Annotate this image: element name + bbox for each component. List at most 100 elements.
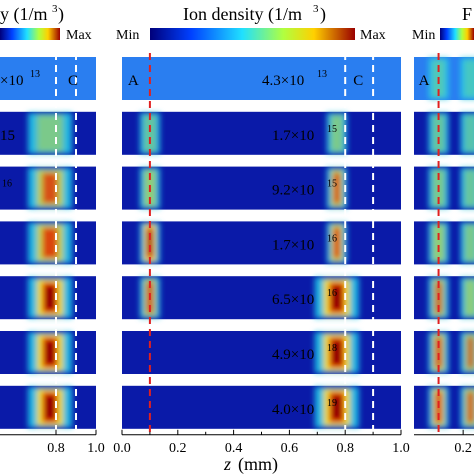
left-x-axis: 0.8 1.0 (0, 429, 105, 456)
row-label-mantissa: 4.3×10 (262, 73, 304, 89)
middle-colorbar: Min Max (116, 28, 386, 43)
row-label-mantissa: 1.7×10 (272, 128, 314, 144)
left-hotspot (28, 167, 72, 209)
middle-row-7 (122, 385, 401, 429)
row-label-mantissa: 6.5×10 (272, 292, 314, 308)
x-axis-label-unit: (mm) (238, 454, 278, 474)
middle-row-6 (122, 331, 401, 374)
right-hotspot (460, 167, 474, 209)
middle-panel-title: Ion density (1/m 3 ) (183, 3, 326, 25)
left-colorbar: Max (0, 28, 92, 43)
left-row-label-text: 15 (0, 128, 15, 144)
left-hotspot (28, 277, 72, 319)
left-panel-title: y (1/m 3 ) (0, 3, 64, 25)
left-colorbar-max: Max (66, 28, 92, 43)
right-row-6 (414, 331, 474, 374)
middle-colorbar-max: Max (360, 28, 386, 43)
right-colorbar: Min (412, 28, 474, 43)
middle-heatmap-rows: 4.3×10 13 1.7×10 15 9.2×10 15 1.7×10 16 6.5×10 16… (122, 57, 401, 429)
left-x-axis-tick-label: 1.0 (87, 441, 105, 456)
row-label-mantissa: 9.2×10 (272, 183, 314, 199)
middle-row-background (122, 111, 401, 155)
middle-x-axis-tick-label: 0.2 (169, 441, 187, 456)
middle-marker-label-c: C (353, 73, 363, 89)
right-hotspot (460, 386, 474, 428)
right-hotspot (460, 58, 474, 99)
left-title-superscript: 3 (52, 3, 58, 15)
right-hotspot (428, 112, 449, 154)
left-row-5 (0, 276, 96, 320)
row-label-exponent: 15 (327, 124, 337, 135)
middle-row-background (122, 276, 401, 320)
middle-hotspot (314, 332, 359, 373)
middle-row-background (122, 221, 401, 265)
middle-hotspot (139, 112, 160, 154)
middle-marker-label-a: A (128, 73, 139, 89)
right-hotspot (460, 332, 474, 373)
left-row-3 (0, 166, 96, 210)
right-colorbar-min: Min (412, 28, 435, 43)
left-marker-label-c: C (68, 73, 78, 89)
middle-row-5 (122, 276, 401, 320)
right-hotspot (460, 112, 474, 154)
middle-colorbar-gradient (150, 28, 355, 40)
left-row-label-3: 16 (2, 179, 12, 190)
row-label-1: 4.3×10 13 (262, 69, 327, 89)
right-row-5 (414, 276, 474, 320)
left-row-label-exponent: 13 (30, 69, 40, 80)
left-title-text: y (1/m (0, 4, 48, 25)
middle-hotspot (326, 222, 347, 264)
left-row-7 (0, 385, 96, 429)
right-x-axis: 0.2 (414, 429, 474, 456)
row-label-5: 6.5×10 16 (272, 288, 337, 308)
left-row-6 (0, 331, 96, 374)
middle-row-background (122, 57, 401, 100)
row-label-4: 1.7×10 16 (272, 233, 337, 253)
middle-x-axis-tick-label: 0.6 (281, 441, 299, 456)
right-row-7 (414, 385, 474, 429)
middle-row-4 (122, 221, 401, 265)
row-label-mantissa: 1.7×10 (272, 237, 314, 253)
right-hotspot (460, 222, 474, 264)
middle-x-axis-tick-label: 0.0 (113, 441, 131, 456)
x-axis-label: z (mm) (223, 454, 278, 474)
left-row-label-2: 15 (0, 128, 15, 144)
left-hotspot (28, 222, 72, 264)
row-label-exponent: 18 (327, 343, 337, 354)
right-title-text: F (462, 4, 472, 24)
row-label-exponent: 19 (327, 398, 337, 409)
row-label-2: 1.7×10 15 (272, 124, 337, 144)
row-label-mantissa: 4.0×10 (272, 402, 314, 418)
left-hotspot (28, 386, 72, 428)
row-label-exponent: 16 (327, 288, 337, 299)
right-colorbar-gradient (440, 28, 474, 40)
middle-x-axis-tick-label: 0.4 (225, 441, 243, 456)
right-row-3 (414, 166, 474, 210)
row-label-3: 9.2×10 15 (272, 179, 337, 199)
middle-row-background (122, 385, 401, 429)
left-hotspot (28, 112, 72, 154)
right-row-2 (414, 111, 474, 155)
middle-colorbar-min: Min (116, 28, 139, 43)
left-row-label-text: ×10 (0, 73, 23, 89)
left-row-2 (0, 111, 96, 155)
x-axis-label-var: z (223, 454, 231, 474)
middle-hotspot (326, 167, 347, 209)
right-hotspot (460, 277, 474, 319)
row-label-exponent: 16 (327, 233, 337, 244)
middle-row-2 (122, 111, 401, 155)
middle-hotspot (139, 222, 160, 264)
x-axes: 0.0 0.2 0.4 0.6 0.8 1.0 0.8 1.0 0.2 (0, 429, 474, 456)
left-hotspot (28, 332, 72, 373)
right-heatmap-rows (414, 57, 474, 429)
left-row-label-exponent: 16 (2, 179, 12, 190)
right-panel-title: F (462, 4, 472, 24)
left-heatmap-rows: ×10 13 15 16 (0, 57, 96, 429)
row-label-exponent: 15 (327, 179, 337, 190)
marker-lines: A CC A (55, 53, 440, 435)
right-hotspot (428, 332, 449, 373)
middle-title-text: Ion density (1/m (183, 4, 302, 25)
right-row-4 (414, 221, 474, 265)
right-hotspot (428, 222, 449, 264)
